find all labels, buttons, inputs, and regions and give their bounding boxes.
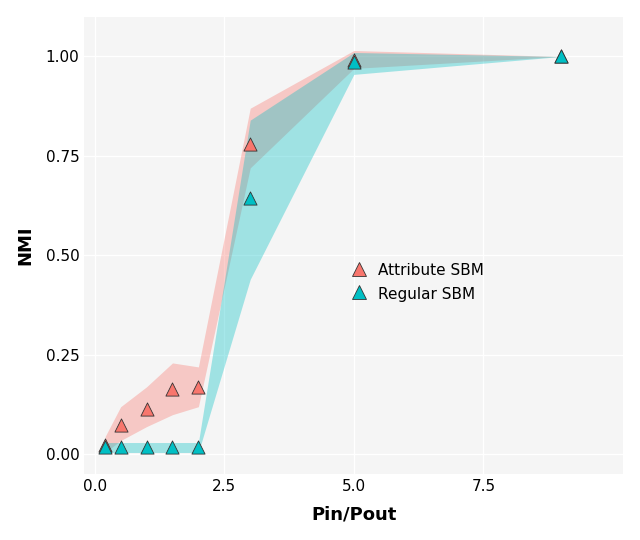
Legend: Attribute SBM, Regular SBM: Attribute SBM, Regular SBM	[353, 262, 484, 302]
Point	[349, 58, 359, 67]
Point	[141, 442, 152, 451]
Point	[100, 440, 110, 449]
Point	[245, 140, 255, 149]
Point	[100, 442, 110, 451]
Point	[193, 442, 204, 451]
Point	[116, 442, 126, 451]
Point	[245, 193, 255, 202]
Point	[349, 56, 359, 65]
Y-axis label: NMI: NMI	[17, 226, 35, 265]
Point	[556, 52, 566, 61]
Point	[193, 382, 204, 391]
Point	[116, 420, 126, 429]
Point	[556, 52, 566, 61]
Point	[141, 404, 152, 413]
Point	[168, 442, 178, 451]
X-axis label: Pin/Pout: Pin/Pout	[311, 505, 397, 523]
Point	[168, 384, 178, 393]
